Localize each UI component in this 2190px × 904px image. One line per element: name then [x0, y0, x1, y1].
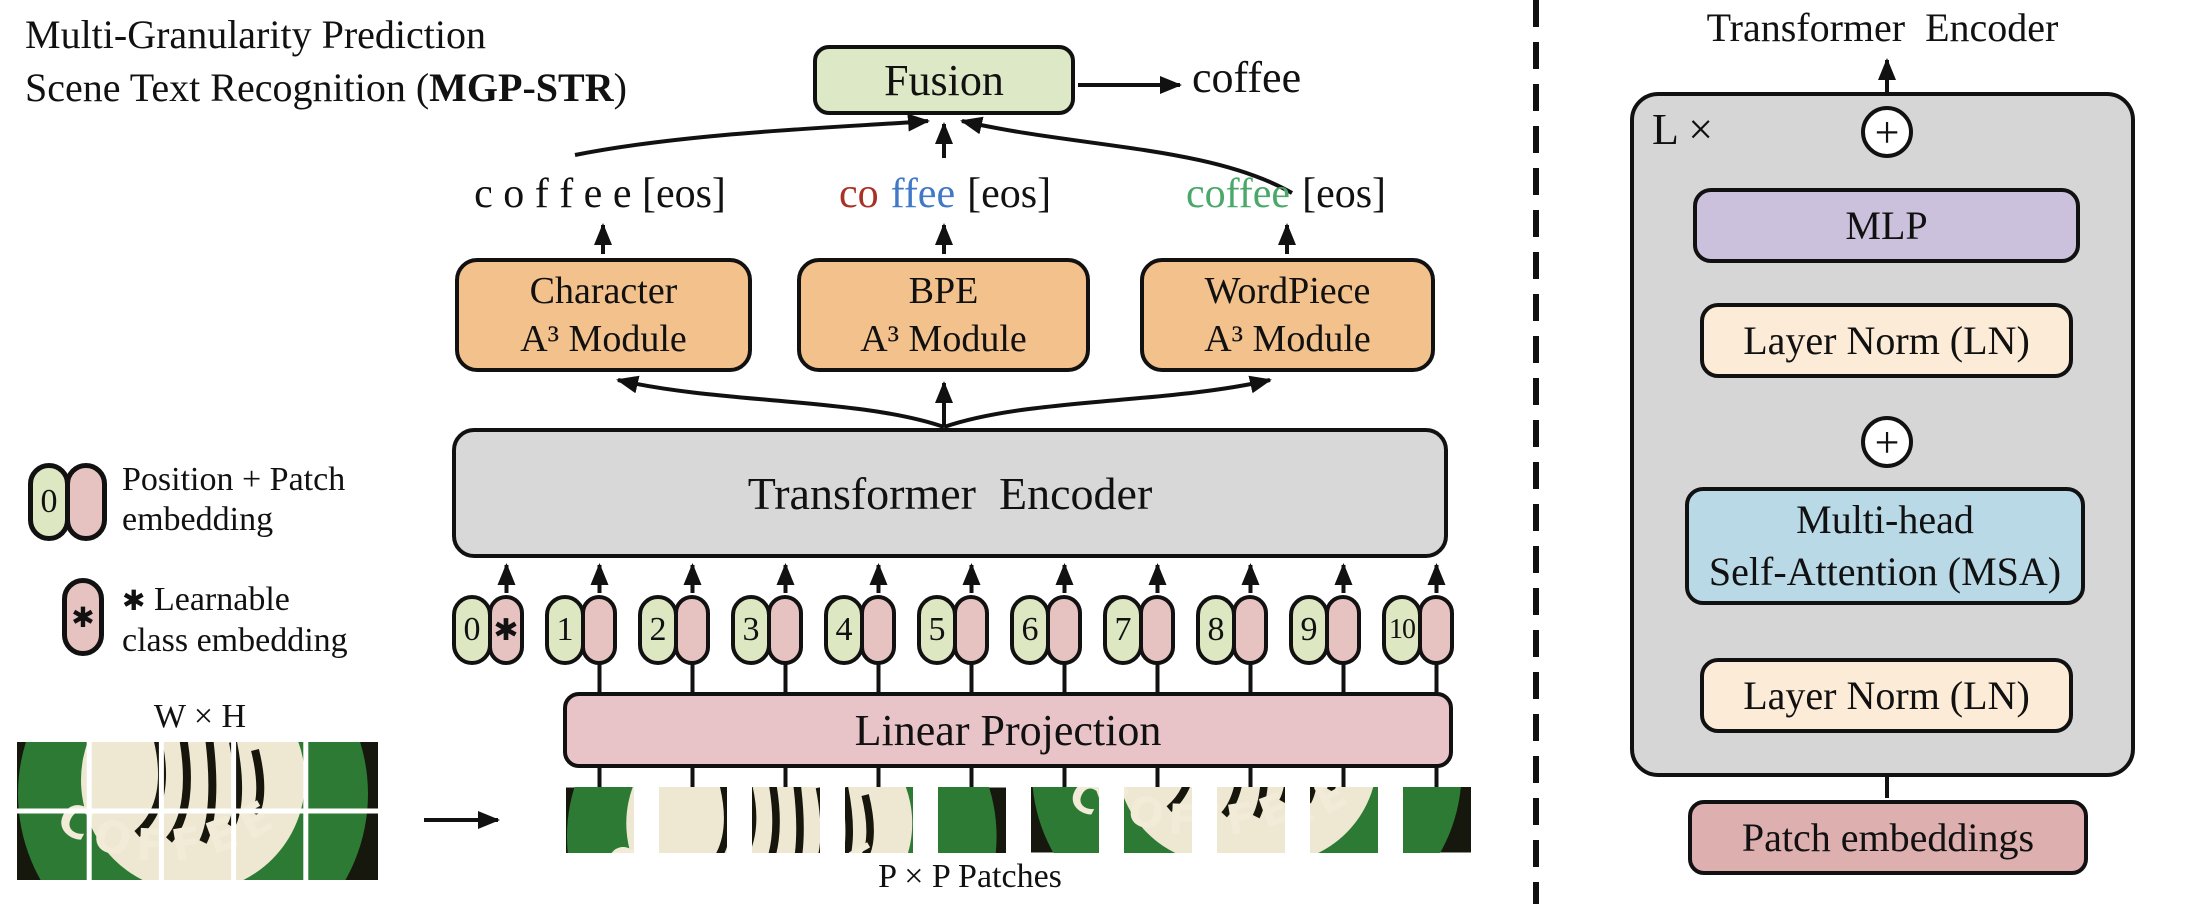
figure-title: Multi-Granularity Prediction Scene Text … [25, 8, 627, 114]
mlp-box: MLP [1693, 188, 2080, 263]
image-patch-9 [1310, 787, 1378, 853]
image-patch-7 [1124, 787, 1192, 853]
msa-box: Multi-head Self-Attention (MSA) [1685, 487, 2085, 605]
position-embedding-pill: 10 [1382, 595, 1422, 665]
input-image-grid [17, 742, 378, 880]
legend-pair-glyph: 0 [28, 463, 107, 541]
patch-embeddings-box: Patch embeddings [1688, 800, 2088, 875]
figure-title-line2: Scene Text Recognition (MGP-STR) [25, 65, 627, 110]
transformer-encoder-box: Transformer Encoder [452, 428, 1448, 558]
image-patch-3 [752, 787, 820, 853]
position-embedding-pill: 2 [638, 595, 678, 665]
legend-item-position-patch: Position + Patch embedding [122, 461, 346, 538]
wordpiece-prediction-text: coffee [eos] [1130, 170, 1442, 217]
asterisk-icon: ✱ [71, 600, 95, 634]
patch-embedding-pill [1325, 595, 1361, 665]
wordpiece-to-fusion-curve [960, 116, 1293, 195]
final-prediction-text: coffee [1192, 53, 1302, 102]
char-to-fusion-curve [574, 113, 930, 157]
asterisk-icon: ✱ [122, 584, 146, 617]
bpe-token-1: co [838, 171, 879, 217]
bpe-eos: [eos] [967, 171, 1052, 217]
patch-embedding-pill [581, 595, 617, 665]
patch-embedding-pill [860, 595, 896, 665]
patch-embedding-pill [1046, 595, 1082, 665]
token-pair-5: 5 [917, 595, 989, 665]
image-patch-10 [1403, 787, 1471, 853]
position-embedding-pill: 7 [1103, 595, 1143, 665]
residual-add-mid: + [1861, 416, 1913, 468]
token-pair-1: 1 [545, 595, 617, 665]
bpe-token-2: ffee [890, 171, 956, 217]
patch-embedding-pill [674, 595, 710, 665]
patch-embedding-pill [1232, 595, 1268, 665]
token-pair-6: 6 [1010, 595, 1082, 665]
position-embedding-pill: 9 [1289, 595, 1329, 665]
residual-add-top: + [1861, 106, 1913, 158]
input-size-label: W × H [153, 698, 247, 735]
class-embedding-pill: ✱ [488, 595, 524, 665]
method-acronym: MGP-STR [429, 65, 614, 110]
position-embedding-pill: 4 [824, 595, 864, 665]
legend-item-class-embedding: ✱ Learnable class embedding [122, 581, 348, 659]
layer-norm-bottom-box: Layer Norm (LN) [1700, 658, 2073, 733]
position-embedding-pill: 5 [917, 595, 957, 665]
token-pair-10: 10 [1382, 595, 1454, 665]
legend-class-pill: ✱ [62, 578, 104, 656]
character-prediction-text: c o f f e e [eos] [474, 171, 726, 217]
position-embedding-pill: 6 [1010, 595, 1050, 665]
position-embedding-pill: 8 [1196, 595, 1236, 665]
token-pair-9: 9 [1289, 595, 1361, 665]
legend-patch-pill [65, 463, 107, 541]
loop-count-label: L × [1652, 105, 1714, 154]
patches-caption: P × P Patches [878, 858, 1062, 895]
right-panel-title: Transformer Encoder [1706, 5, 2059, 50]
patch-embedding-pill [767, 595, 803, 665]
image-patch-5 [938, 787, 1006, 853]
patch-grid-lines [17, 742, 378, 880]
token-pair-8: 8 [1196, 595, 1268, 665]
bpe-a3-module-box: BPE A³ Module [797, 258, 1090, 372]
encoder-to-wp-curve [943, 375, 1272, 429]
encoder-to-char-curve [616, 375, 945, 429]
patch-embedding-pill [1139, 595, 1175, 665]
position-embedding-pill: 0 [452, 595, 492, 665]
position-embedding-pill: 1 [545, 595, 585, 665]
image-patch-2 [659, 787, 727, 853]
wp-eos: [eos] [1302, 171, 1387, 217]
token-pair-4: 4 [824, 595, 896, 665]
token-pair-2: 2 [638, 595, 710, 665]
token-pair-0: 0 ✱ [452, 595, 524, 665]
wordpiece-a3-module-box: WordPiece A³ Module [1140, 258, 1435, 372]
token-pair-3: 3 [731, 595, 803, 665]
figure-title-line1: Multi-Granularity Prediction [25, 12, 487, 57]
layer-norm-top-box: Layer Norm (LN) [1700, 303, 2073, 378]
bpe-prediction-text: co ffee [eos] [790, 170, 1100, 217]
image-patch-8 [1217, 787, 1285, 853]
position-embedding-pill: 3 [731, 595, 771, 665]
image-patch-1 [566, 787, 634, 853]
patch-embedding-pill [1418, 595, 1454, 665]
fusion-box: Fusion [813, 45, 1075, 115]
image-patch-4 [845, 787, 913, 853]
patch-embedding-pill [953, 595, 989, 665]
character-a3-module-box: Character A³ Module [455, 258, 752, 372]
token-pair-7: 7 [1103, 595, 1175, 665]
legend-position-pill: 0 [28, 463, 70, 541]
linear-projection-box: Linear Projection [563, 692, 1453, 768]
wp-token: coffee [1185, 171, 1291, 217]
image-patch-6 [1031, 787, 1099, 853]
